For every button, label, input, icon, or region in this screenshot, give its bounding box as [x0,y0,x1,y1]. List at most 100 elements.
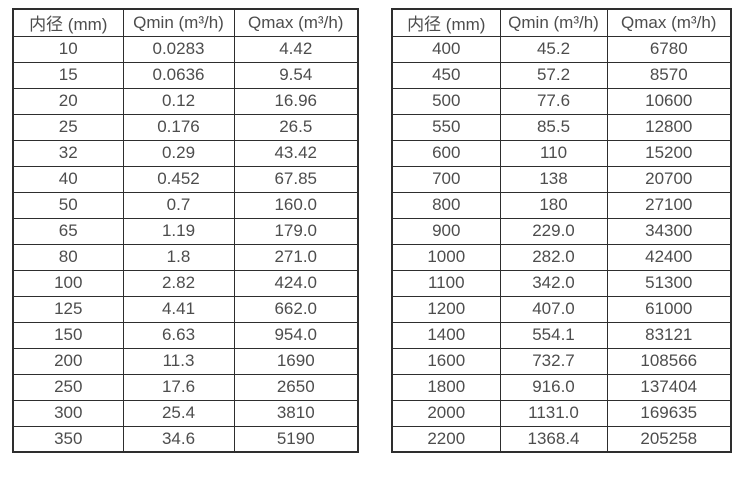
flow-table-small-diameters: 内径 (mm) Qmin (m³/h) Qmax (m³/h) 10 0.0283… [12,8,359,453]
table-body: 400 45.2 6780 450 57.2 8570 500 77.6 10600 550 85.… [391,35,732,453]
table-cell: 1.19 [122,217,235,245]
table-row: 1000 282.0 42400 [391,243,732,271]
table-cell: 50 [12,191,124,219]
table-row: 250 17.6 2650 [12,373,359,401]
table-cell: 108566 [606,347,732,375]
table-cell: 407.0 [499,295,608,323]
table-cell: 900 [391,217,501,245]
table-row: 300 25.4 3810 [12,399,359,427]
table-cell: 8570 [606,61,732,89]
table-cell: 4.41 [122,295,235,323]
table-cell: 9.54 [233,61,359,89]
table-row: 15 0.0636 9.54 [12,61,359,89]
column-header-diameter: 内径 (mm) [391,8,501,37]
table-cell: 1400 [391,321,501,349]
column-header-qmin: Qmin (m³/h) [499,8,608,37]
flow-table-large-diameters: 内径 (mm) Qmin (m³/h) Qmax (m³/h) 400 45.2 6… [391,8,732,453]
table-cell: 229.0 [499,217,608,245]
table-row: 500 77.6 10600 [391,87,732,115]
table-cell: 5190 [233,425,359,453]
table-cell: 1690 [233,347,359,375]
table-row: 1200 407.0 61000 [391,295,732,323]
table-cell: 2.82 [122,269,235,297]
table-cell: 424.0 [233,269,359,297]
table-cell: 85.5 [499,113,608,141]
table-cell: 342.0 [499,269,608,297]
table-row: 32 0.29 43.42 [12,139,359,167]
table-cell: 350 [12,425,124,453]
table-cell: 179.0 [233,217,359,245]
table-row: 200 11.3 1690 [12,347,359,375]
table-row: 80 1.8 271.0 [12,243,359,271]
table-cell: 57.2 [499,61,608,89]
table-row: 25 0.176 26.5 [12,113,359,141]
table-cell: 40 [12,165,124,193]
table-cell: 138 [499,165,608,193]
table-cell: 20 [12,87,124,115]
table-cell: 200 [12,347,124,375]
table-cell: 25 [12,113,124,141]
table-row: 1100 342.0 51300 [391,269,732,297]
table-cell: 137404 [606,373,732,401]
table-cell: 700 [391,165,501,193]
table-header-row: 内径 (mm) Qmin (m³/h) Qmax (m³/h) [391,8,732,37]
table-cell: 34.6 [122,425,235,453]
table-cell: 1131.0 [499,399,608,427]
column-header-qmax: Qmax (m³/h) [606,8,732,37]
table-cell: 11.3 [122,347,235,375]
table-cell: 15 [12,61,124,89]
table-cell: 0.452 [122,165,235,193]
table-cell: 282.0 [499,243,608,271]
table-cell: 160.0 [233,191,359,219]
table-row: 1800 916.0 137404 [391,373,732,401]
table-row: 350 34.6 5190 [12,425,359,453]
table-cell: 15200 [606,139,732,167]
table-cell: 32 [12,139,124,167]
table-cell: 61000 [606,295,732,323]
table-cell: 80 [12,243,124,271]
table-cell: 600 [391,139,501,167]
table-row: 700 138 20700 [391,165,732,193]
table-cell: 1000 [391,243,501,271]
table-cell: 205258 [606,425,732,453]
table-cell: 250 [12,373,124,401]
table-cell: 0.7 [122,191,235,219]
table-cell: 1600 [391,347,501,375]
table-row: 1600 732.7 108566 [391,347,732,375]
table-cell: 0.0636 [122,61,235,89]
table-cell: 77.6 [499,87,608,115]
table-row: 20 0.12 16.96 [12,87,359,115]
table-cell: 45.2 [499,35,608,63]
table-cell: 12800 [606,113,732,141]
table-cell: 180 [499,191,608,219]
table-row: 600 110 15200 [391,139,732,167]
table-cell: 916.0 [499,373,608,401]
table-cell: 450 [391,61,501,89]
table-cell: 65 [12,217,124,245]
table-row: 40 0.452 67.85 [12,165,359,193]
table-cell: 1100 [391,269,501,297]
table-cell: 25.4 [122,399,235,427]
table-cell: 0.176 [122,113,235,141]
table-cell: 1368.4 [499,425,608,453]
table-row: 450 57.2 8570 [391,61,732,89]
table-cell: 662.0 [233,295,359,323]
table-body: 10 0.0283 4.42 15 0.0636 9.54 20 0.12 16.96 25 0.1… [12,35,359,453]
table-cell: 0.29 [122,139,235,167]
table-cell: 83121 [606,321,732,349]
table-cell: 300 [12,399,124,427]
table-cell: 43.42 [233,139,359,167]
table-cell: 110 [499,139,608,167]
table-cell: 954.0 [233,321,359,349]
table-cell: 169635 [606,399,732,427]
table-cell: 800 [391,191,501,219]
table-row: 1400 554.1 83121 [391,321,732,349]
column-header-qmin: Qmin (m³/h) [122,8,235,37]
table-cell: 6780 [606,35,732,63]
table-cell: 554.1 [499,321,608,349]
table-row: 65 1.19 179.0 [12,217,359,245]
table-cell: 67.85 [233,165,359,193]
table-row: 2000 1131.0 169635 [391,399,732,427]
table-row: 400 45.2 6780 [391,35,732,63]
table-cell: 3810 [233,399,359,427]
